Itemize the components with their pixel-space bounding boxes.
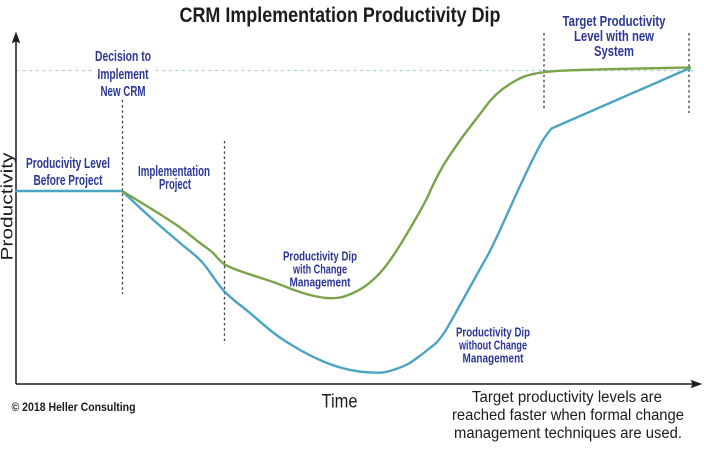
svg-text:with Change: with Change [292,262,347,277]
svg-text:© 2018 Heller Consulting: © 2018 Heller Consulting [12,400,136,414]
svg-text:Producivity Level: Producivity Level [26,156,110,172]
svg-text:Management: Management [463,351,524,366]
svg-text:Management: Management [290,275,351,290]
svg-text:New CRM: New CRM [101,84,146,100]
svg-text:Level with new: Level with new [574,29,655,45]
svg-text:Decision to: Decision to [95,49,151,65]
svg-text:Productivity: Productivity [0,152,17,261]
svg-text:management techniques are used: management techniques are used. [454,425,682,442]
svg-text:Productivity Dip: Productivity Dip [283,249,357,264]
svg-text:Target productivity levels are: Target productivity levels are [472,389,662,406]
svg-text:without Change: without Change [458,338,527,353]
svg-text:Time: Time [322,391,358,412]
svg-text:Target Productivity: Target Productivity [563,14,666,30]
svg-text:Project: Project [159,177,191,193]
svg-text:CRM Implementation Productivit: CRM Implementation Productivity Dip [180,3,501,27]
svg-text:Before Project: Before Project [34,173,103,189]
svg-text:Implement: Implement [98,67,149,83]
svg-text:System: System [594,44,634,60]
svg-text:Productivity Dip: Productivity Dip [456,325,530,340]
svg-text:reached faster when formal cha: reached faster when formal change [452,407,684,424]
svg-text:Implementation: Implementation [138,164,210,180]
